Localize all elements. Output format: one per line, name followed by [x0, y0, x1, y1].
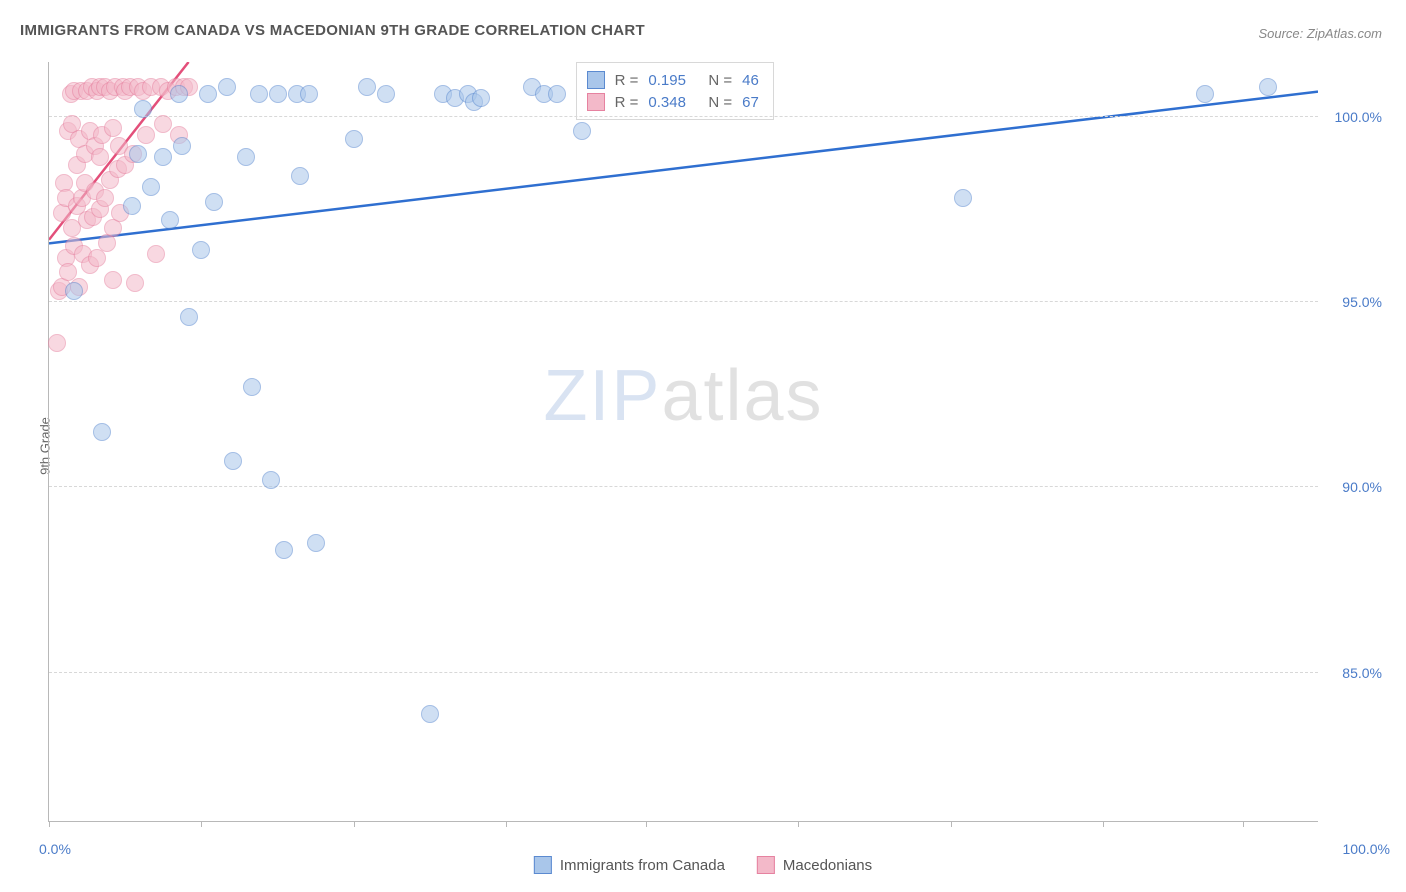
data-point: [345, 130, 363, 148]
data-point: [104, 119, 122, 137]
legend-label: Macedonians: [783, 857, 872, 874]
y-tick-label: 85.0%: [1326, 665, 1382, 681]
x-axis-max-label: 100.0%: [1343, 841, 1390, 857]
trend-lines: [49, 62, 1318, 821]
gridline-horizontal: [49, 486, 1318, 487]
x-axis-min-label: 0.0%: [39, 841, 71, 857]
n-value: 67: [742, 94, 759, 111]
data-point: [1196, 85, 1214, 103]
data-point: [93, 423, 111, 441]
legend-swatch: [587, 93, 605, 111]
data-point: [65, 282, 83, 300]
data-point: [104, 271, 122, 289]
data-point: [192, 241, 210, 259]
data-point: [954, 189, 972, 207]
chart-title: IMMIGRANTS FROM CANADA VS MACEDONIAN 9TH…: [20, 22, 645, 39]
data-point: [91, 148, 109, 166]
x-tick-mark: [49, 821, 50, 827]
source-attribution: Source: ZipAtlas.com: [1258, 26, 1382, 41]
x-tick-mark: [1103, 821, 1104, 827]
n-label: N =: [708, 94, 732, 111]
data-point: [307, 534, 325, 552]
series-legend: Immigrants from Canada Macedonians: [534, 856, 872, 874]
watermark: ZIPatlas: [543, 355, 823, 437]
x-tick-mark: [951, 821, 952, 827]
x-tick-mark: [201, 821, 202, 827]
r-label: R =: [615, 94, 639, 111]
data-point: [134, 100, 152, 118]
stats-row: R = 0.195 N = 46: [587, 69, 759, 91]
data-point: [548, 85, 566, 103]
x-tick-mark: [1243, 821, 1244, 827]
r-label: R =: [615, 72, 639, 89]
r-value: 0.348: [648, 94, 698, 111]
y-tick-label: 95.0%: [1326, 294, 1382, 310]
data-point: [161, 211, 179, 229]
data-point: [123, 197, 141, 215]
y-tick-label: 100.0%: [1326, 109, 1382, 125]
data-point: [243, 378, 261, 396]
x-tick-mark: [798, 821, 799, 827]
data-point: [224, 452, 242, 470]
data-point: [237, 148, 255, 166]
gridline-horizontal: [49, 672, 1318, 673]
data-point: [142, 178, 160, 196]
gridline-horizontal: [49, 301, 1318, 302]
data-point: [173, 137, 191, 155]
data-point: [275, 541, 293, 559]
data-point: [291, 167, 309, 185]
data-point: [218, 78, 236, 96]
data-point: [180, 308, 198, 326]
data-point: [573, 122, 591, 140]
stats-row: R = 0.348 N = 67: [587, 91, 759, 113]
legend-item: Macedonians: [757, 856, 872, 874]
x-tick-mark: [646, 821, 647, 827]
legend-swatch: [587, 71, 605, 89]
data-point: [137, 126, 155, 144]
correlation-stats-box: R = 0.195 N = 46 R = 0.348 N = 67: [576, 62, 774, 120]
x-tick-mark: [354, 821, 355, 827]
data-point: [300, 85, 318, 103]
data-point: [421, 705, 439, 723]
data-point: [205, 193, 223, 211]
data-point: [48, 334, 66, 352]
y-tick-label: 90.0%: [1326, 479, 1382, 495]
data-point: [96, 189, 114, 207]
legend-swatch: [534, 856, 552, 874]
r-value: 0.195: [648, 72, 698, 89]
watermark-atlas: atlas: [661, 356, 823, 436]
data-point: [472, 89, 490, 107]
data-point: [126, 274, 144, 292]
legend-swatch: [757, 856, 775, 874]
data-point: [250, 85, 268, 103]
n-label: N =: [708, 72, 732, 89]
data-point: [147, 245, 165, 263]
data-point: [377, 85, 395, 103]
data-point: [170, 85, 188, 103]
data-point: [1259, 78, 1277, 96]
gridline-horizontal: [49, 116, 1318, 117]
data-point: [262, 471, 280, 489]
scatter-plot-area: ZIPatlas R =0.195N =46R =0.348N =67 0.0%…: [48, 62, 1318, 822]
legend-item: Immigrants from Canada: [534, 856, 725, 874]
data-point: [129, 145, 147, 163]
data-point: [358, 78, 376, 96]
watermark-zip: ZIP: [543, 356, 661, 436]
n-value: 46: [742, 72, 759, 89]
data-point: [199, 85, 217, 103]
x-tick-mark: [506, 821, 507, 827]
legend-label: Immigrants from Canada: [560, 857, 725, 874]
data-point: [269, 85, 287, 103]
data-point: [154, 148, 172, 166]
